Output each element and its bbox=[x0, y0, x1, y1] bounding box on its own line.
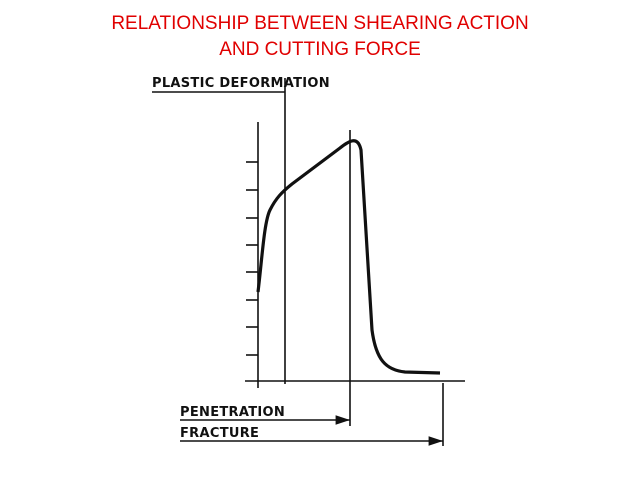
force-curve bbox=[256, 139, 441, 375]
fracture-label: FRACTURE bbox=[180, 426, 259, 441]
title-line: AND CUTTING FORCE bbox=[219, 39, 421, 60]
diagram: PLASTIC DEFORMATION PENETRATION FRACTURE bbox=[152, 76, 465, 446]
penetration-label: PENETRATION bbox=[180, 405, 285, 420]
plastic-label: PLASTIC DEFORMATION bbox=[152, 76, 330, 91]
axis-ticks bbox=[246, 161, 258, 356]
title-line: RELATIONSHIP BETWEEN SHEARING ACTION bbox=[111, 13, 528, 34]
